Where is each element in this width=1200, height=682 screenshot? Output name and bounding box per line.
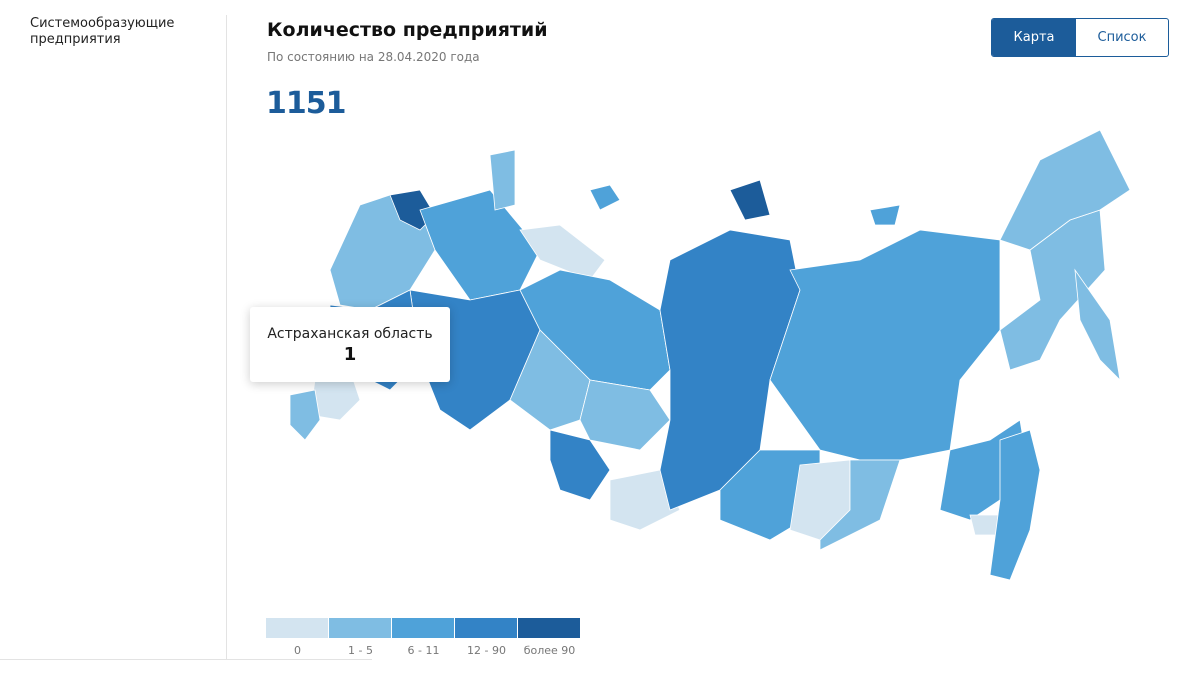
tooltip-region: Астраханская область xyxy=(267,326,433,342)
legend-swatch xyxy=(329,618,391,638)
map xyxy=(289,129,1131,581)
subtitle: По состоянию на 28.04.2020 года xyxy=(267,50,480,64)
sidebar-item[interactable]: Системообразующие предприятия xyxy=(30,16,175,47)
region[interactable] xyxy=(729,179,771,221)
list-button[interactable]: Список xyxy=(1097,30,1147,45)
map-button[interactable]: Карта xyxy=(992,19,1076,56)
legend-swatch xyxy=(455,618,517,638)
legend: 0 1 - 5 6 - 11 12 - 90 более 90 xyxy=(266,618,580,657)
tooltip-value: 1 xyxy=(343,344,357,365)
title: Количество предприятий xyxy=(267,19,548,41)
region[interactable] xyxy=(999,129,1131,251)
divider xyxy=(0,659,372,660)
region[interactable] xyxy=(419,189,541,301)
region[interactable] xyxy=(579,379,671,451)
divider xyxy=(226,15,227,660)
region[interactable] xyxy=(989,429,1041,581)
region[interactable] xyxy=(509,329,591,431)
legend-label: 6 - 11 xyxy=(408,644,440,657)
total: 1151 xyxy=(266,86,346,121)
legend-swatch xyxy=(518,618,580,638)
view-toggle: Карта Список xyxy=(991,18,1169,57)
region[interactable] xyxy=(1074,268,1121,382)
legend-swatch xyxy=(392,618,454,638)
legend-label: более 90 xyxy=(524,644,576,657)
region[interactable] xyxy=(769,229,1001,461)
region[interactable] xyxy=(549,429,611,501)
region[interactable] xyxy=(819,459,901,551)
region[interactable] xyxy=(519,224,606,281)
region[interactable] xyxy=(589,184,621,211)
legend-label: 12 - 90 xyxy=(467,644,506,657)
tooltip: Астраханская область 1 xyxy=(250,307,450,382)
legend-swatch xyxy=(266,618,328,638)
legend-label: 1 - 5 xyxy=(348,644,373,657)
region[interactable] xyxy=(999,209,1106,371)
region[interactable] xyxy=(289,389,321,441)
region[interactable] xyxy=(869,204,901,226)
region[interactable] xyxy=(489,149,516,211)
legend-label: 0 xyxy=(294,644,301,657)
region[interactable] xyxy=(609,469,681,531)
